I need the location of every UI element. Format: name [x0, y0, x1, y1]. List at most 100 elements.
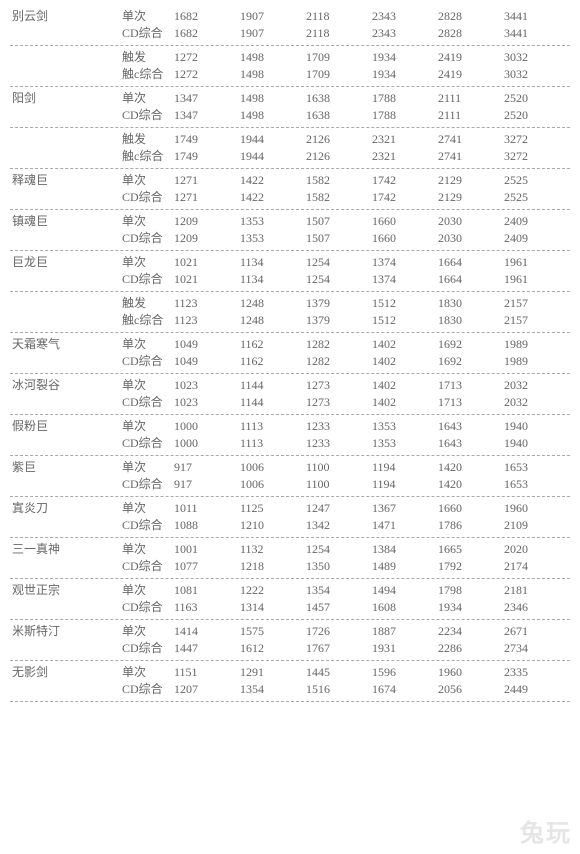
weapon-section: 假粉巨单次100011131233135316431940CD综合1000111… [10, 418, 570, 456]
value-cell: 1934 [372, 49, 438, 66]
value-cell: 2525 [504, 172, 570, 189]
row-type-label: 触c综合 [122, 312, 174, 329]
value-cell: 2129 [438, 189, 504, 206]
row-type-label: 触c综合 [122, 148, 174, 165]
row-type-label: 触发 [122, 295, 174, 312]
value-cell: 1664 [438, 271, 504, 288]
table-row: CD综合120713541516167420562449 [10, 681, 570, 698]
value-cell: 1194 [372, 459, 438, 476]
value-cell: 1682 [174, 25, 240, 42]
value-cell: 1353 [240, 230, 306, 247]
value-cell: 1402 [372, 336, 438, 353]
value-cell: 1907 [240, 8, 306, 25]
stat-block: 紫巨单次91710061100119414201653CD综合917100611… [10, 459, 570, 493]
value-cell: 1749 [174, 148, 240, 165]
weapon-section: 观世正宗单次108112221354149417982181CD综合116313… [10, 582, 570, 620]
value-cell: 2828 [438, 8, 504, 25]
table-row: 假粉巨单次100011131233135316431940 [10, 418, 570, 435]
divider [10, 701, 570, 702]
value-cell: 1709 [306, 66, 372, 83]
table-row: CD综合127114221582174221292525 [10, 189, 570, 206]
value-cell: 2118 [306, 8, 372, 25]
value-cell: 1944 [240, 148, 306, 165]
value-cell: 1961 [504, 254, 570, 271]
value-cell: 1350 [306, 558, 372, 575]
value-cell: 1422 [240, 189, 306, 206]
weapon-name: 别云剑 [10, 8, 122, 25]
value-cell: 1282 [306, 353, 372, 370]
value-cell: 2741 [438, 148, 504, 165]
table-row: 天霜寒气单次104911621282140216921989 [10, 336, 570, 353]
weapon-section: 镇魂巨单次120913531507166020302409CD综合1209135… [10, 213, 570, 251]
row-type-label: CD综合 [122, 476, 174, 493]
value-cell: 1151 [174, 664, 240, 681]
value-cell: 1347 [174, 90, 240, 107]
value-cell: 1271 [174, 172, 240, 189]
value-cell: 1575 [240, 623, 306, 640]
row-type-label: CD综合 [122, 394, 174, 411]
stat-block: 镇魂巨单次120913531507166020302409CD综合1209135… [10, 213, 570, 247]
value-cell: 3441 [504, 8, 570, 25]
value-cell: 1271 [174, 189, 240, 206]
divider [10, 414, 570, 415]
value-cell: 1254 [306, 254, 372, 271]
value-cell: 1402 [372, 377, 438, 394]
weapon-name: 巨龙巨 [10, 254, 122, 271]
value-cell: 1498 [240, 66, 306, 83]
value-cell: 1402 [372, 394, 438, 411]
value-cell: 1612 [240, 640, 306, 657]
weapon-name: 天霜寒气 [10, 336, 122, 353]
value-cell: 1674 [372, 681, 438, 698]
value-cell: 1653 [504, 476, 570, 493]
weapon-section: 巨龙巨单次102111341254137416641961CD综合1021113… [10, 254, 570, 333]
row-type-label: CD综合 [122, 353, 174, 370]
weapon-name: 无影剑 [10, 664, 122, 681]
value-cell: 1402 [372, 353, 438, 370]
value-cell: 2174 [504, 558, 570, 575]
value-cell: 1665 [438, 541, 504, 558]
row-type-label: CD综合 [122, 517, 174, 534]
value-cell: 1209 [174, 230, 240, 247]
value-cell: 1254 [306, 541, 372, 558]
value-cell: 1512 [372, 295, 438, 312]
value-cell: 1379 [306, 295, 372, 312]
table-row: CD综合120913531507166020302409 [10, 230, 570, 247]
weapon-section: 紫巨单次91710061100119414201653CD综合917100611… [10, 459, 570, 497]
value-cell: 2741 [438, 131, 504, 148]
value-cell: 2032 [504, 377, 570, 394]
value-cell: 1113 [240, 435, 306, 452]
value-cell: 1347 [174, 107, 240, 124]
divider [10, 373, 570, 374]
value-cell: 2525 [504, 189, 570, 206]
value-cell: 1023 [174, 377, 240, 394]
table-row: 触发112312481379151218302157 [10, 295, 570, 312]
divider [10, 86, 570, 87]
weapon-name: 镇魂巨 [10, 213, 122, 230]
table-row: CD综合91710061100119414201653 [10, 476, 570, 493]
value-cell: 1218 [240, 558, 306, 575]
value-cell: 1961 [504, 271, 570, 288]
table-row: 观世正宗单次108112221354149417982181 [10, 582, 570, 599]
table-row: CD综合107712181350148917922174 [10, 558, 570, 575]
table-row: CD综合104911621282140216921989 [10, 353, 570, 370]
row-type-label: CD综合 [122, 271, 174, 288]
weapon-section: 米斯特汀单次141415751726188722342671CD综合144716… [10, 623, 570, 661]
value-cell: 2419 [438, 66, 504, 83]
row-type-label: 单次 [122, 90, 174, 107]
value-cell: 2520 [504, 90, 570, 107]
value-cell: 2157 [504, 295, 570, 312]
value-cell: 1494 [372, 582, 438, 599]
value-cell: 1682 [174, 8, 240, 25]
value-cell: 2409 [504, 213, 570, 230]
table-row: 米斯特汀单次141415751726188722342671 [10, 623, 570, 640]
value-cell: 2520 [504, 107, 570, 124]
value-cell: 1006 [240, 459, 306, 476]
row-type-label: 单次 [122, 213, 174, 230]
value-cell: 1749 [174, 131, 240, 148]
stat-block: 米斯特汀单次141415751726188722342671CD综合144716… [10, 623, 570, 657]
value-cell: 1049 [174, 353, 240, 370]
value-cell: 1379 [306, 312, 372, 329]
value-cell: 2126 [306, 131, 372, 148]
weapon-name: 阳剑 [10, 90, 122, 107]
stat-block: 观世正宗单次108112221354149417982181CD综合116313… [10, 582, 570, 616]
